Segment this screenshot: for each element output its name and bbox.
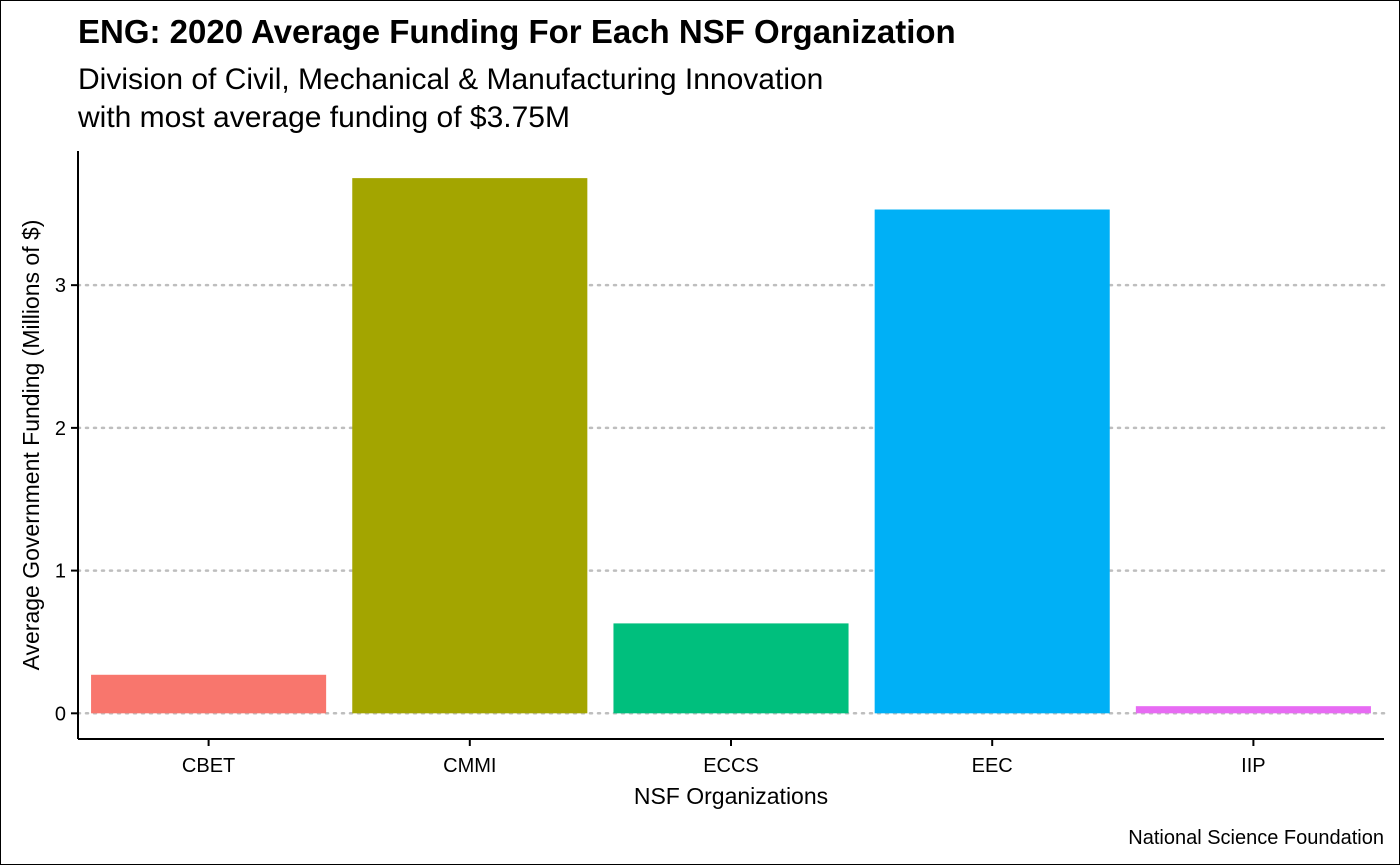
chart-caption: National Science Foundation <box>1128 827 1384 849</box>
chart-subtitle-line-2: with most average funding of $3.75M <box>78 101 570 134</box>
chart-subtitle-line-1: Division of Civil, Mechanical & Manufact… <box>78 63 824 96</box>
x-tick-label: ECCS <box>703 755 759 777</box>
bars <box>91 178 1371 714</box>
tick-labels: 0 1 2 3 CBET CMMI ECCS EEC IIP <box>55 275 1266 777</box>
chart-title: ENG: 2020 Average Funding For Each NSF O… <box>78 13 956 50</box>
bar-eec <box>874 209 1110 714</box>
y-tick-label: 2 <box>55 418 66 440</box>
y-tick-label: 3 <box>55 275 66 297</box>
bar-cmmi <box>352 178 588 714</box>
x-tick-label: IIP <box>1241 755 1265 777</box>
x-tick-label: CBET <box>182 755 235 777</box>
y-tick-label: 0 <box>55 703 66 725</box>
y-tick-label: 1 <box>55 561 66 583</box>
x-tick-label: CMMI <box>443 755 496 777</box>
bar-eccs <box>613 623 849 714</box>
bar-iip <box>1135 706 1371 714</box>
y-axis-title: Average Government Funding (Millions of … <box>18 220 44 671</box>
axes <box>71 151 1384 746</box>
bar-cbet <box>91 674 327 714</box>
x-tick-label: EEC <box>972 755 1013 777</box>
x-axis-title: NSF Organizations <box>634 783 828 809</box>
